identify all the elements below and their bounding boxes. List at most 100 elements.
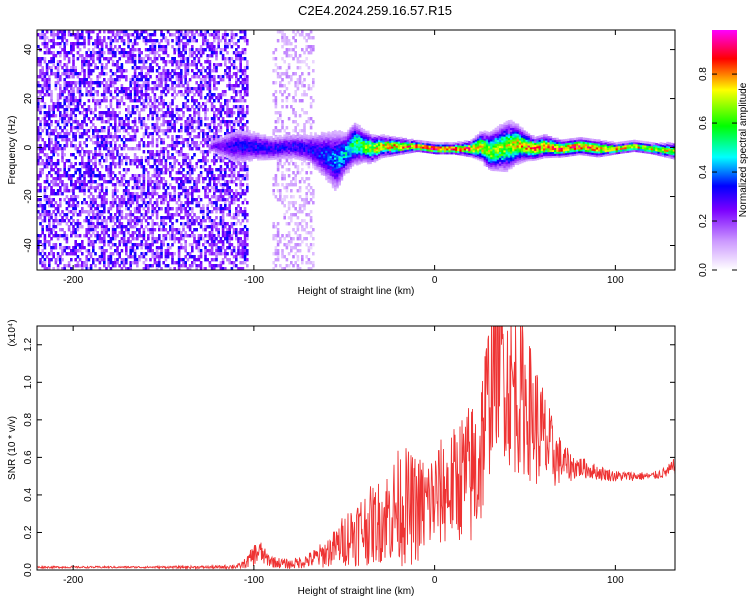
spectrogram-cell — [155, 114, 159, 118]
spectrogram-cell — [100, 153, 104, 157]
spectrogram-cell — [226, 142, 229, 145]
spectrogram-cell — [149, 165, 152, 169]
spectrogram-cell — [206, 75, 209, 79]
spectrogram-cell — [147, 207, 150, 211]
spectrogram-cell — [118, 153, 121, 157]
spectrogram-cell — [248, 159, 251, 162]
spectrogram-cell — [98, 99, 102, 103]
spectrogram-cell — [59, 54, 62, 58]
spectrogram-cell — [276, 30, 280, 34]
spectrogram-cell — [173, 129, 176, 133]
spectrogram-cell — [180, 141, 183, 145]
spectrogram-cell — [133, 66, 137, 70]
spectrogram-cell — [283, 198, 286, 202]
spectrogram-cell — [202, 153, 205, 157]
spectrogram-cell — [138, 96, 141, 100]
spectrogram-cell — [188, 114, 192, 118]
spectrogram-cell — [122, 129, 126, 133]
spectrogram-cell — [186, 39, 190, 43]
spectrogram-cell — [131, 33, 135, 37]
spectrogram-cell — [164, 48, 168, 52]
spectrogram-cell — [155, 165, 159, 169]
spectrogram-cell — [210, 240, 214, 244]
spectrogram-cell — [76, 219, 80, 223]
spectrogram-cell — [48, 156, 51, 160]
spectrogram-cell — [274, 151, 278, 154]
spectrogram-cell — [197, 243, 201, 247]
spectrogram-cell — [105, 141, 108, 145]
spectrogram-cell — [230, 63, 234, 67]
spectrogram-cell — [206, 171, 209, 175]
spectrogram-cell — [48, 222, 51, 226]
spectrogram-cell — [164, 198, 168, 202]
spectrogram-cell — [100, 126, 104, 130]
spectrogram-cell — [160, 138, 163, 142]
spectrogram-cell — [171, 87, 174, 91]
spectrogram-cell — [100, 246, 104, 250]
spectrogram-cell — [164, 36, 168, 40]
spectrogram-cell — [237, 108, 240, 112]
spectrogram-cell — [48, 213, 51, 217]
spectrogram-cell — [199, 63, 203, 67]
spectrogram-cell — [237, 111, 240, 115]
spectrogram-cell — [140, 225, 143, 229]
spectrogram-cell — [109, 84, 113, 88]
spectrogram-cell — [219, 204, 223, 208]
spectrogram-cell — [105, 180, 108, 184]
spectrogram-cell — [96, 135, 99, 139]
spectrogram-cell — [67, 201, 71, 205]
spectrogram-cell — [272, 99, 275, 103]
spectrogram-cell — [56, 264, 60, 268]
spectrogram-cell — [65, 144, 69, 148]
spectrogram-cell — [188, 39, 192, 43]
spectrogram-cell — [188, 171, 192, 175]
spectrogram-cell — [175, 171, 179, 175]
spectrogram-cell — [151, 114, 154, 118]
spectrogram-cell — [162, 153, 165, 157]
spectrogram-cell — [283, 174, 286, 178]
spectrogram-cell — [43, 105, 47, 109]
spectrogram-cell — [180, 51, 183, 55]
spectrogram-cell — [243, 207, 247, 211]
spectrogram-cell — [76, 33, 80, 37]
spectrogram-cell — [180, 231, 183, 235]
spectrogram-cell — [111, 84, 115, 88]
spectrogram-cell — [63, 30, 66, 34]
spectrogram-cell — [232, 171, 236, 175]
spectrogram-cell — [248, 139, 251, 143]
spectrogram-cell — [195, 144, 198, 148]
spectrogram-cell — [270, 143, 273, 147]
spectrogram-cell — [81, 93, 84, 97]
spectrogram-cell — [120, 249, 124, 253]
spectrogram-cell — [85, 111, 88, 115]
spectrogram-cell — [274, 57, 278, 61]
spectrogram-cell — [85, 210, 88, 214]
spectrogram-cell — [74, 171, 77, 175]
spectrogram-cell — [125, 213, 128, 217]
spectrogram-cell — [188, 123, 192, 127]
spectrogram-cell — [206, 153, 209, 157]
spectrogram-cell — [78, 225, 82, 229]
spectrogram-cell — [276, 168, 280, 172]
spectrogram-cell — [96, 225, 99, 229]
spectrogram-cell — [142, 207, 146, 211]
spectrogram-cell — [78, 264, 82, 268]
spectrogram-cell — [235, 147, 238, 150]
spectrogram-cell — [48, 171, 51, 175]
spectrogram-cell — [241, 108, 245, 112]
spectrogram-cell — [136, 183, 139, 187]
spectrogram-cell — [144, 219, 148, 223]
spectrogram-cell — [45, 186, 49, 190]
spectrogram-cell — [164, 159, 168, 163]
spectrogram-cell — [224, 144, 227, 148]
spectrogram-cell — [219, 195, 223, 199]
spectrogram-cell — [48, 234, 51, 238]
spectrogram-cell — [162, 177, 165, 181]
spectrogram-cell — [120, 225, 124, 229]
spectrogram-cell — [50, 258, 53, 262]
spectrogram-cell — [109, 258, 113, 262]
spectrogram-cell — [92, 162, 95, 166]
spectrogram-cell — [59, 180, 62, 184]
spectrogram-cell — [210, 186, 214, 190]
spectrogram-cell — [144, 129, 148, 133]
